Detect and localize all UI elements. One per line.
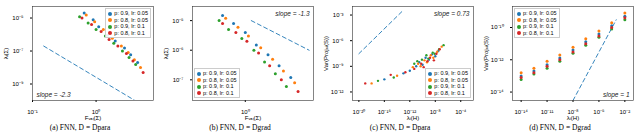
- html-text:p: 0.9, lr: 0.1: p: 0.9, lr: 0.1: [114, 23, 145, 29]
- svg-text:λᵢ(H): λᵢ(H): [567, 115, 579, 121]
- svg-text:λᵢ(H): λᵢ(H): [407, 115, 419, 121]
- html-text:p: 0.8, lr: 0.05: p: 0.8, lr: 0.05: [523, 16, 557, 23]
- svg-text:Var(Projᵤᵢ(S)): Var(Projᵤᵢ(S)): [483, 36, 489, 71]
- svg-text:10⁻⁵: 10⁻⁵: [593, 109, 605, 115]
- svg-text:10⁻¹²: 10⁻¹²: [491, 57, 504, 63]
- html-text:p: 0.8, lr: 0.1: p: 0.8, lr: 0.1: [114, 29, 145, 36]
- html-text:p: 0.8, lr: 0.05: p: 0.8, lr: 0.05: [434, 76, 468, 83]
- html-text:p: 0.8, lr: 0.05: p: 0.8, lr: 0.05: [114, 16, 148, 23]
- svg-text:10⁻¹²: 10⁻¹²: [331, 89, 344, 95]
- svg-text:10⁻⁷: 10⁻⁷: [173, 77, 184, 83]
- html-text:p: 0.8, lr: 0.1: p: 0.8, lr: 0.1: [523, 29, 554, 36]
- html-text:p: 0.9, lr: 0.05: p: 0.9, lr: 0.05: [203, 70, 237, 76]
- html-text:p: 0.9, lr: 0.1: p: 0.9, lr: 0.1: [434, 83, 465, 89]
- svg-text:10⁻⁵: 10⁻⁵: [172, 18, 184, 24]
- svg-text:Var(Projᵤᵢ(S)): Var(Projᵤᵢ(S)): [323, 36, 329, 71]
- svg-text:slope = 0.73: slope = 0.73: [434, 10, 470, 18]
- svg-text:10⁰: 10⁰: [240, 108, 250, 115]
- html-text:p: 0.9, lr: 0.05: p: 0.9, lr: 0.05: [114, 10, 148, 16]
- svg-text:10⁻⁷: 10⁻⁷: [13, 48, 24, 54]
- svg-text:10⁻⁹: 10⁻⁹: [12, 81, 24, 87]
- svg-text:10⁻²: 10⁻²: [620, 109, 631, 115]
- svg-text:10⁻¹⁶: 10⁻¹⁶: [378, 109, 392, 115]
- svg-text:10⁻¹¹: 10⁻¹¹: [541, 109, 554, 115]
- svg-text:10⁻⁸: 10⁻⁸: [430, 109, 442, 115]
- html-text:(a) FNN, D = Dpara: (a) FNN, D = Dpara: [49, 123, 111, 132]
- svg-text:λᵢ(Σ): λᵢ(Σ): [3, 48, 9, 60]
- svg-text:Fᵥₐₗ(Σ): Fᵥₐₗ(Σ): [85, 115, 102, 121]
- html-text:p: 0.8, lr: 0.1: p: 0.8, lr: 0.1: [434, 89, 465, 96]
- svg-text:10⁻²⁰: 10⁻²⁰: [353, 108, 366, 115]
- svg-text:10⁻³: 10⁻³: [333, 12, 344, 18]
- svg-text:10⁻¹⁰: 10⁻¹⁰: [491, 23, 504, 30]
- svg-text:10⁻¹⁴: 10⁻¹⁴: [515, 109, 529, 115]
- svg-text:10⁻⁴: 10⁻⁴: [455, 109, 467, 115]
- svg-text:10⁻¹: 10⁻¹: [27, 109, 38, 115]
- html-text:p: 0.9, lr: 0.1: p: 0.9, lr: 0.1: [523, 23, 554, 29]
- html-text:p: 0.8, lr: 0.05: p: 0.8, lr: 0.05: [203, 76, 237, 83]
- svg-text:10⁻⁶: 10⁻⁶: [332, 38, 344, 44]
- svg-text:slope = -1.3: slope = -1.3: [275, 10, 310, 18]
- html-text:p: 0.9, lr: 0.05: p: 0.9, lr: 0.05: [523, 10, 557, 16]
- html-text:p: 0.9, lr: 0.1: p: 0.9, lr: 0.1: [203, 83, 234, 89]
- svg-text:slope = -2.3: slope = -2.3: [37, 91, 72, 99]
- svg-text:10⁰: 10⁰: [91, 108, 101, 115]
- html-text:p: 0.9, lr: 0.05: p: 0.9, lr: 0.05: [434, 70, 468, 76]
- svg-text:10⁻⁶: 10⁻⁶: [172, 47, 184, 53]
- svg-text:10⁻¹⁴: 10⁻¹⁴: [490, 89, 504, 95]
- svg-text:10⁻⁹: 10⁻⁹: [332, 63, 344, 69]
- svg-text:10⁻⁵: 10⁻⁵: [12, 15, 24, 21]
- svg-text:10⁻⁸: 10⁻⁸: [567, 108, 579, 115]
- svg-text:Fᵥₐₗ(Σ): Fᵥₐₗ(Σ): [245, 115, 262, 121]
- html-text:(b) FNN, D = Dgrad: (b) FNN, D = Dgrad: [209, 123, 271, 132]
- svg-text:λᵢ(Σ): λᵢ(Σ): [163, 48, 169, 60]
- svg-text:slope = 1: slope = 1: [603, 91, 630, 99]
- html-text:(d) FNN, D = Dgrad: (d) FNN, D = Dgrad: [529, 123, 591, 132]
- html-text:p: 0.8, lr: 0.1: p: 0.8, lr: 0.1: [203, 89, 234, 96]
- svg-text:10⁻¹²: 10⁻¹²: [403, 108, 417, 115]
- html-text:(c) FNN, D = Dpara: (c) FNN, D = Dpara: [369, 123, 431, 132]
